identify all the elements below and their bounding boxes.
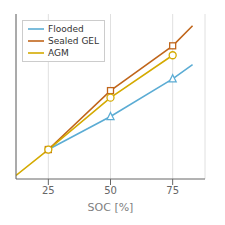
html-text:Flooded: Flooded [48, 24, 84, 34]
svg-text:SOC [%]: SOC [%] [88, 201, 134, 214]
html-text:AGM: AGM [48, 48, 69, 58]
svg-text:25: 25 [42, 185, 55, 196]
svg-text:75: 75 [166, 185, 179, 196]
html-text:Sealed GEL: Sealed GEL [48, 36, 100, 46]
svg-text:50: 50 [104, 185, 117, 196]
